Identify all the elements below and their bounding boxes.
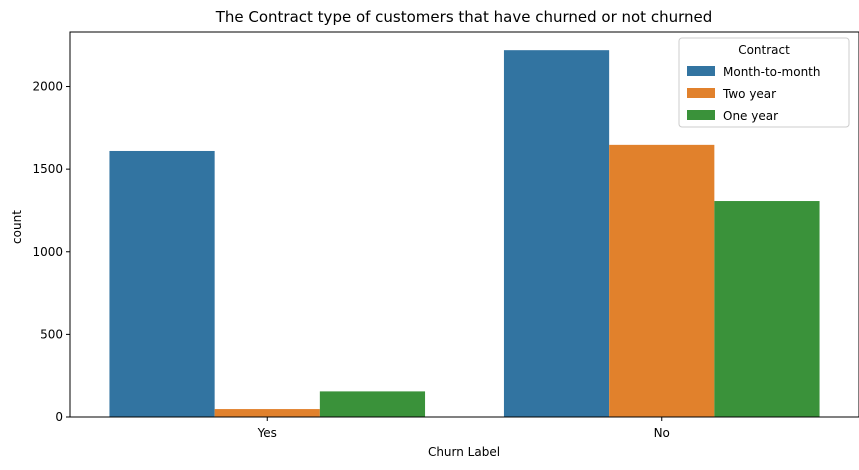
legend-swatch <box>687 110 715 120</box>
legend-frame <box>678 37 850 128</box>
y-tick-label: 1000 <box>32 245 63 259</box>
legend-swatch <box>687 66 715 76</box>
legend-entry-two-year: Two year <box>722 87 776 101</box>
axes-group: 0 500 1000 1500 2000 Yes No <box>32 31 859 440</box>
bar-yes-month-to-month <box>109 150 215 417</box>
chart-title: The Contract type of customers that have… <box>215 8 713 26</box>
y-axis-label: count <box>10 210 24 244</box>
legend-title: Contract <box>738 43 790 57</box>
legend-entry-month-to-month: Month-to-month <box>723 65 821 79</box>
plot-frame <box>69 31 859 418</box>
legend-swatch <box>687 88 715 98</box>
x-tick-label-yes: Yes <box>257 426 277 440</box>
bar-no-month-to-month <box>503 50 610 417</box>
x-tick-label-no: No <box>654 426 670 440</box>
y-tick-label: 500 <box>40 327 63 341</box>
legend-entry-one-year: One year <box>723 109 778 123</box>
bar-yes-one-year <box>319 391 426 417</box>
legend: Contract Month-to-month Two year One year <box>678 37 850 128</box>
bars-group <box>109 50 820 418</box>
bar-yes-two-year <box>214 409 320 417</box>
y-tick-label: 1500 <box>32 162 63 176</box>
y-tick-label: 0 <box>55 410 63 424</box>
x-axis-label: Churn Label <box>428 445 500 459</box>
bar-no-one-year <box>714 201 820 417</box>
y-tick-label: 2000 <box>32 80 63 94</box>
bar-no-two-year <box>609 144 715 418</box>
